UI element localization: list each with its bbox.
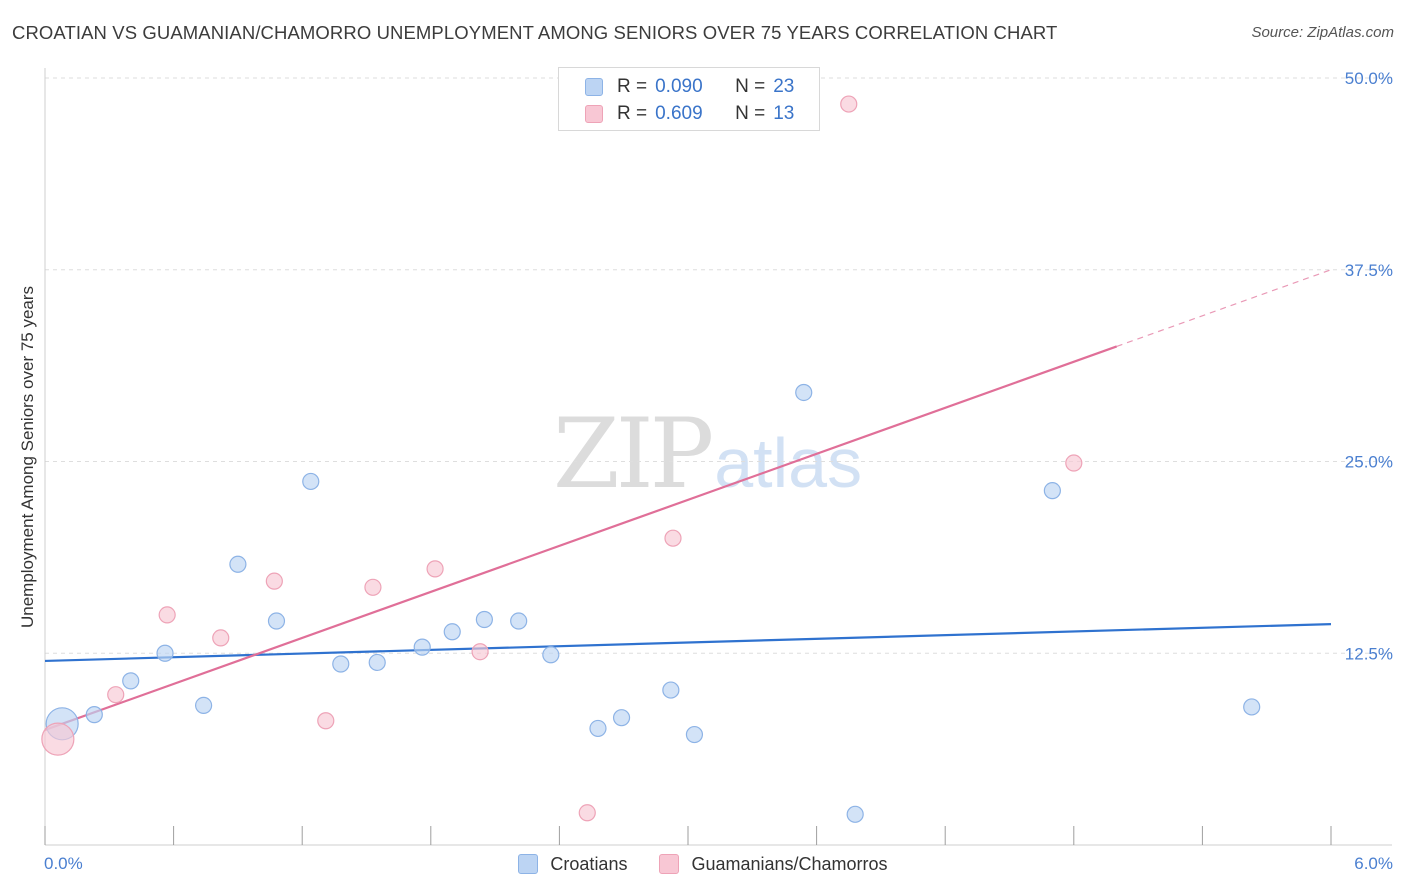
legend-n-value: 23 xyxy=(773,76,795,97)
legend-r-value: 0.090 xyxy=(655,76,703,97)
data-point-croatians xyxy=(1243,698,1261,716)
data-point-croatians xyxy=(1043,482,1061,500)
grid-lines xyxy=(45,77,1392,654)
legend-n-value: 13 xyxy=(773,103,795,124)
data-point-croatians xyxy=(332,655,350,673)
trend-line-croatians xyxy=(44,623,1332,663)
chart-source: Source: ZipAtlas.com xyxy=(1251,24,1394,41)
data-point-guamanians xyxy=(158,606,176,624)
data-point-guamanians xyxy=(471,643,489,661)
data-point-croatians xyxy=(195,696,213,715)
legend-label-guamanians: Guamanians/Chamorros xyxy=(691,853,888,874)
data-point-croatians xyxy=(229,555,247,573)
data-point-guamanians xyxy=(364,578,382,596)
data-point-guamanians xyxy=(107,686,125,704)
data-point-croatians xyxy=(267,612,286,630)
chart-title: CROATIAN VS GUAMANIAN/CHAMORRO UNEMPLOYM… xyxy=(12,22,1058,43)
data-point-croatians xyxy=(413,638,431,656)
legend-item-croatians: Croatians xyxy=(518,854,627,875)
data-point-croatians xyxy=(368,653,386,672)
legend-n-label: N = xyxy=(735,76,766,97)
data-point-croatians xyxy=(662,681,680,699)
data-point-guamanians xyxy=(317,712,335,730)
data-point-croatians xyxy=(85,706,103,724)
data-point-croatians xyxy=(612,709,631,727)
data-point-guamanians xyxy=(840,95,858,113)
legend-swatch-pink xyxy=(659,854,680,874)
legend-n-label: N = xyxy=(735,103,766,124)
axes xyxy=(44,68,1392,846)
data-point-croatians xyxy=(795,383,813,402)
data-point-guamanians xyxy=(265,572,283,590)
data-point-croatians xyxy=(846,805,864,823)
y-tick-label: 25.0% xyxy=(1345,453,1393,472)
x-tick-label: 0.0% xyxy=(44,854,83,873)
data-point-croatians xyxy=(589,719,607,738)
trend-lines xyxy=(44,269,1332,731)
legend-item-guamanians: Guamanians/Chamorros xyxy=(659,853,888,875)
data-point-guamanians xyxy=(212,629,230,647)
y-tick-label: 50.0% xyxy=(1345,69,1393,88)
data-points xyxy=(41,95,1261,823)
y-tick-label: 12.5% xyxy=(1345,644,1393,663)
y-axis-label: Unemployment Among Seniors over 75 years xyxy=(18,285,37,629)
legend-r-label: R = xyxy=(617,76,648,97)
data-point-croatians xyxy=(685,725,704,744)
data-point-guamanians xyxy=(664,529,682,547)
legend-swatch-blue xyxy=(518,854,539,874)
data-point-croatians xyxy=(510,612,528,630)
data-point-croatians xyxy=(156,644,174,662)
data-point-guamanians xyxy=(1065,454,1083,472)
data-point-croatians xyxy=(302,472,320,491)
x-tick-label: 6.0% xyxy=(1354,854,1393,873)
trend-line-guamanians xyxy=(44,345,1118,731)
legend-row-guamanians: R = 0.609 N = 13 xyxy=(585,101,794,127)
data-point-croatians xyxy=(122,672,140,690)
legend-swatch-pink xyxy=(585,105,603,123)
data-point-guamanians xyxy=(426,560,444,578)
tick-labels: 12.5% 25.0% 37.5% 50.0% 0.0% 6.0% xyxy=(44,69,1393,873)
correlation-legend: R = 0.090 N = 23 R = 0.609 N = 13 xyxy=(558,67,820,131)
data-point-croatians xyxy=(542,646,560,664)
data-point-croatians xyxy=(443,623,461,641)
y-tick-label: 37.5% xyxy=(1345,261,1393,280)
legend-swatch-blue xyxy=(585,78,603,96)
legend-row-croatians: R = 0.090 N = 23 xyxy=(585,74,794,100)
data-point-guamanians xyxy=(41,722,75,756)
legend-r-value: 0.609 xyxy=(655,103,703,124)
data-point-croatians xyxy=(475,610,493,629)
data-point-guamanians xyxy=(578,804,596,822)
series-legend: Croatians Guamanians/Chamorros xyxy=(0,851,1406,877)
legend-r-label: R = xyxy=(617,103,648,124)
legend-label-croatians: Croatians xyxy=(550,853,628,874)
trend-extension-guamanians xyxy=(1116,269,1332,348)
